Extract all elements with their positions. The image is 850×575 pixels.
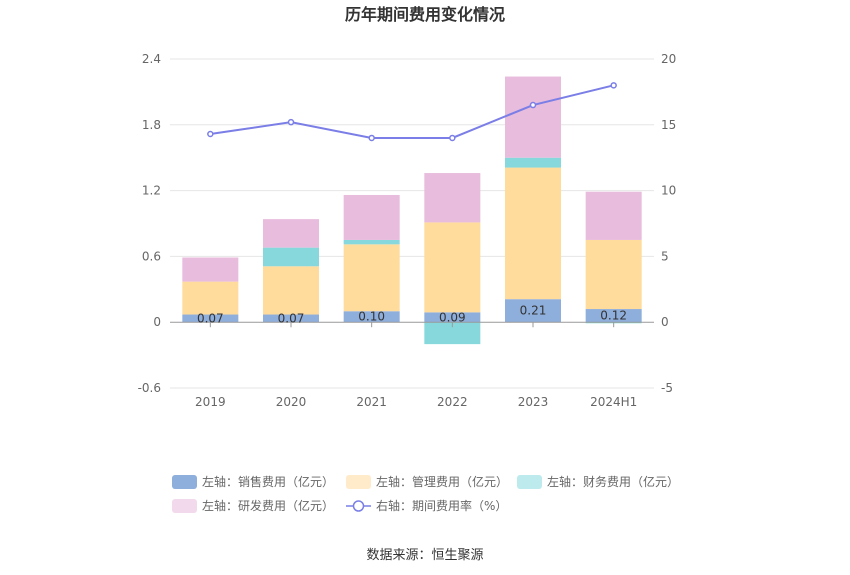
left-tick-label: 0 xyxy=(153,315,161,329)
rate-point xyxy=(207,130,214,138)
sales-data-label: 0.12 xyxy=(600,309,627,323)
sales-data-label: 0.10 xyxy=(358,310,385,324)
x-tick-label: 2022 xyxy=(437,395,468,409)
bar-segment xyxy=(182,281,239,315)
bar-segment xyxy=(585,309,642,323)
source-text: 数据来源：恒生聚源 xyxy=(366,548,483,563)
legend-line-marker xyxy=(352,500,365,512)
left-tick-label: 0.6 xyxy=(142,249,161,263)
data-labels: 0.07 0.07 0.10 0.09 0.21 0.12 xyxy=(197,304,627,326)
bar-segment xyxy=(585,239,642,310)
rate-point xyxy=(449,134,456,142)
left-tick-label: -0.6 xyxy=(138,381,161,395)
legend: 左轴：销售费用（亿元） 左轴：管理费用（亿元） 左轴：财务费用（亿元） 左轴：研发费用… xyxy=(172,474,679,513)
sales-data-label: 0.09 xyxy=(439,310,466,324)
line-series xyxy=(207,82,617,142)
bar-segment xyxy=(585,191,642,240)
left-tick-label: 1.2 xyxy=(142,184,161,198)
legend-swatch xyxy=(346,475,371,489)
chart-title: 历年期间费用变化情况 xyxy=(345,5,505,24)
bar-segment xyxy=(343,244,400,312)
legend-label: 左轴：财务费用（亿元） xyxy=(547,474,679,489)
left-tick-label: 1.8 xyxy=(142,118,161,132)
x-tick-label: 2020 xyxy=(276,395,307,409)
rate-point xyxy=(287,118,295,126)
bar-segment xyxy=(424,312,481,323)
x-axis-ticks: 2019 2020 2021 2022 2023 2024H1 xyxy=(195,322,637,409)
left-tick-label: 2.4 xyxy=(142,52,161,66)
legend-label: 右轴：期间费用率（%） xyxy=(376,498,507,513)
bar-segment xyxy=(263,314,319,323)
x-tick-label: 2019 xyxy=(195,395,226,409)
bar-segment xyxy=(343,239,400,245)
rate-point xyxy=(610,82,617,89)
bar-segment xyxy=(505,299,561,323)
right-tick-label: 5 xyxy=(661,249,669,263)
bar-segment xyxy=(343,311,400,323)
rate-point xyxy=(368,134,375,142)
bar-segment xyxy=(505,76,561,158)
x-tick-label: 2021 xyxy=(356,395,387,409)
bar-segment xyxy=(424,173,481,223)
legend-label: 左轴：研发费用（亿元） xyxy=(202,498,334,513)
right-tick-label: 15 xyxy=(661,118,676,132)
bar-segment xyxy=(343,194,400,240)
bars xyxy=(182,76,642,345)
bar-segment xyxy=(505,167,561,300)
bar-segment xyxy=(263,219,319,248)
grid xyxy=(170,58,654,389)
bar-segment xyxy=(424,322,481,345)
legend-swatch xyxy=(517,475,542,489)
x-tick-label: 2023 xyxy=(518,395,549,409)
bar-segment xyxy=(182,257,239,282)
rate-line xyxy=(210,84,614,139)
sales-data-label: 0.07 xyxy=(197,311,224,325)
sales-data-label: 0.07 xyxy=(278,311,305,325)
bar-segment xyxy=(505,157,561,168)
right-axis-ticks: 20 15 10 5 0 -5 xyxy=(661,52,676,395)
bar-segment xyxy=(424,222,481,313)
bar-segment xyxy=(182,314,239,323)
bar-segment xyxy=(263,266,319,315)
right-tick-label: 10 xyxy=(661,184,676,198)
x-tick-label: 2024H1 xyxy=(590,395,637,409)
legend-label: 左轴：管理费用（亿元） xyxy=(376,474,508,489)
legend-swatch xyxy=(172,499,197,513)
right-tick-label: 0 xyxy=(661,315,669,329)
sales-data-label: 0.21 xyxy=(520,304,547,318)
left-axis-ticks: 2.4 1.8 1.2 0.6 0 -0.6 xyxy=(138,52,161,395)
legend-swatch xyxy=(172,475,197,489)
legend-label: 左轴：销售费用（亿元） xyxy=(202,474,334,489)
right-tick-label: 20 xyxy=(661,52,676,66)
rate-point xyxy=(529,101,537,109)
bar-segment xyxy=(263,247,319,267)
right-tick-label: -5 xyxy=(661,381,673,395)
